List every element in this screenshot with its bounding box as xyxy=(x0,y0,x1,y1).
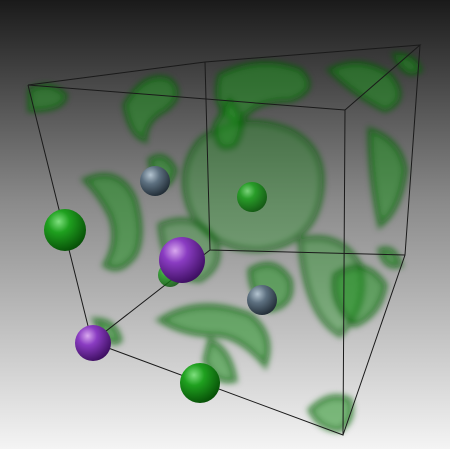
atom-purple xyxy=(159,237,205,283)
atom-slate xyxy=(140,166,170,196)
atom-green xyxy=(180,363,220,403)
atom-green xyxy=(44,209,86,251)
atom-slate xyxy=(247,285,277,315)
atoms xyxy=(44,166,277,403)
atom-green xyxy=(237,182,267,212)
atom-purple xyxy=(75,325,111,361)
